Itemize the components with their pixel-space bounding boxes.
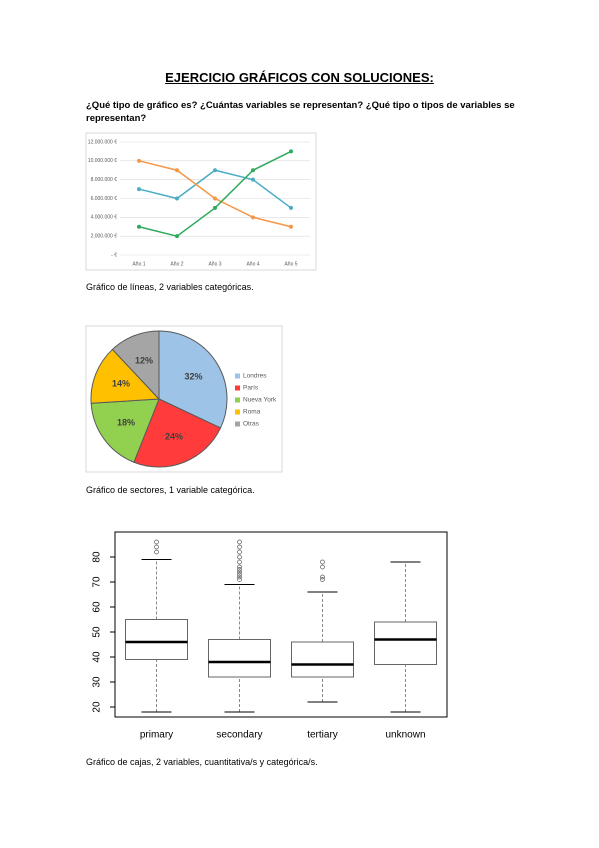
outlier (237, 544, 242, 550)
caption: Gráfico de sectores, 1 variable categóri… (86, 485, 255, 495)
x-tick-label: tertiary (307, 730, 338, 741)
data-label: 18% (117, 417, 135, 427)
marker (289, 149, 293, 154)
y-tick-label: 40 (92, 651, 103, 663)
marker (213, 168, 217, 173)
outlier (320, 574, 325, 580)
x-tick-label: Año 5 (284, 261, 297, 267)
outlier (154, 544, 159, 550)
box (125, 619, 188, 660)
y-tick-label: 60 (92, 601, 103, 613)
y-tick-label: 2.000.000 € (91, 233, 118, 239)
legend-swatch (235, 421, 240, 427)
x-tick-label: Año 4 (246, 261, 259, 267)
title: EJERCICIO GRÁFICOS CON SOLUCIONES: (165, 70, 434, 85)
y-tick-label: 4.000.000 € (91, 215, 118, 221)
marker (213, 205, 217, 210)
y-tick-label: - € (111, 252, 117, 258)
pie-slice (90, 348, 161, 404)
caption: Gráfico de líneas, 2 variables categóric… (86, 282, 254, 292)
caption: Gráfico de cajas, 2 variables, cuantitat… (86, 757, 318, 767)
legend-swatch (235, 385, 240, 391)
y-tick-label: 70 (92, 576, 103, 588)
outlier (237, 567, 242, 572)
y-tick-label: 20 (92, 701, 103, 713)
x-tick-label: Año 2 (170, 261, 183, 267)
outlier (320, 577, 325, 582)
legend-swatch (235, 397, 240, 403)
marker (175, 196, 179, 201)
marker (289, 205, 293, 210)
outlier (320, 559, 325, 565)
data-label: 14% (112, 378, 130, 388)
pie-slice (111, 330, 160, 401)
box (291, 641, 354, 678)
legend-label: Nueva York (243, 397, 277, 404)
outlier (237, 572, 242, 577)
chart-frame (85, 132, 317, 271)
y-tick-label: 12.000.000 € (88, 139, 117, 145)
marker (175, 234, 179, 239)
box (208, 639, 271, 678)
outlier (237, 549, 242, 555)
outlier (154, 539, 159, 545)
legend-swatch (235, 373, 240, 379)
marker (175, 168, 179, 173)
marker (137, 187, 141, 192)
outlier (320, 564, 325, 570)
legend-label: París (243, 385, 259, 392)
x-tick-label: unknown (385, 730, 425, 741)
marker (251, 168, 255, 173)
y-tick-label: 80 (92, 551, 103, 563)
marker (213, 196, 217, 201)
legend-label: Otras (243, 421, 260, 428)
data-label: 32% (184, 372, 202, 382)
pie-slice (158, 330, 228, 429)
data-label: 24% (165, 431, 183, 441)
y-tick-label: 50 (92, 626, 103, 638)
plot-frame (114, 531, 448, 718)
outlier (154, 549, 159, 555)
pie-slice (90, 398, 160, 463)
question: ¿Qué tipo de gráfico es? ¿Cuántas variab… (86, 100, 515, 124)
marker (289, 224, 293, 229)
data-label: 12% (135, 355, 153, 365)
y-tick-label: 10.000.000 € (88, 158, 117, 164)
outlier (237, 577, 242, 582)
x-tick-label: primary (140, 730, 173, 741)
marker (251, 215, 255, 220)
outlier (237, 574, 242, 580)
outlier (237, 559, 242, 565)
outlier (237, 569, 242, 575)
marker (137, 158, 141, 163)
legend-label: Roma (243, 409, 261, 416)
legend-swatch (235, 409, 240, 415)
pie-slice (133, 398, 222, 468)
x-tick-label: Año 3 (208, 261, 221, 267)
outlier (237, 564, 242, 570)
legend-label: Londres (243, 373, 267, 380)
x-tick-label: Año 1 (132, 261, 145, 267)
y-tick-label: 30 (92, 676, 103, 688)
y-tick-label: 8.000.000 € (91, 177, 118, 183)
x-tick-label: secondary (216, 730, 262, 741)
outlier (237, 539, 242, 545)
marker (137, 224, 141, 229)
y-tick-label: 6.000.000 € (91, 196, 118, 202)
outlier (237, 554, 242, 560)
marker (251, 177, 255, 182)
box (374, 621, 437, 665)
